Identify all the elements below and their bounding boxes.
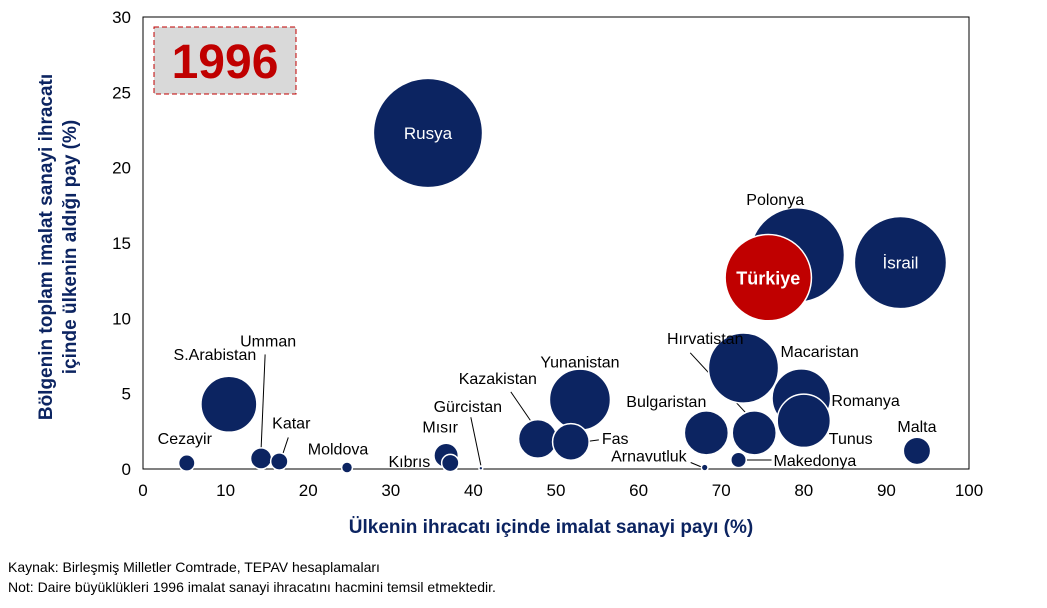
leader-line-umman xyxy=(260,354,266,449)
bubble-label-romanya: Romanya xyxy=(831,393,900,410)
bubble-label-macaristan: Macaristan xyxy=(781,344,859,361)
y-axis-title-line-1: Bölgenin toplam imalat sanayi ihracatı xyxy=(36,74,57,420)
bubble-label-bulgaristan: Bulgaristan xyxy=(626,394,706,411)
leader-line-katar xyxy=(281,437,289,456)
y-tick-label: 5 xyxy=(122,385,131,404)
x-tick-label: 40 xyxy=(464,481,483,500)
y-tick-label: 0 xyxy=(122,460,131,479)
bubble-label-kibris: Kıbrıs xyxy=(388,454,430,471)
bubble-label-hirvatistan: Hırvatistan xyxy=(667,331,743,348)
bubble-s-arabistan xyxy=(200,375,258,433)
footnote: Not: Daire büyüklükleri 1996 imalat sana… xyxy=(8,579,496,595)
x-tick-label: 60 xyxy=(629,481,648,500)
x-tick-label: 20 xyxy=(299,481,318,500)
x-tick-label: 80 xyxy=(794,481,813,500)
bubble-label-makedonya: Makedonya xyxy=(774,453,857,470)
bubble-label-polonya: Polonya xyxy=(746,192,804,209)
x-tick-label: 0 xyxy=(138,481,147,500)
bubble-rusya xyxy=(372,77,484,189)
x-tick-label: 100 xyxy=(955,481,983,500)
bubble-i-srail xyxy=(853,215,948,310)
x-tick-label: 30 xyxy=(381,481,400,500)
bubble-label-turkiye: Türkiye xyxy=(736,269,800,289)
bubble-katar xyxy=(269,452,289,471)
bubble-label-katar: Katar xyxy=(272,415,311,432)
bubble-label-moldova: Moldova xyxy=(308,441,369,458)
bubble-label-i-srail: İsrail xyxy=(882,254,918,273)
bubble-label-malta: Malta xyxy=(897,419,936,436)
bubble-label-rusya: Rusya xyxy=(404,124,453,143)
bubble-malta xyxy=(902,436,932,466)
source-note: Kaynak: Birleşmiş Milletler Comtrade, TE… xyxy=(8,559,380,575)
bubble-hirvatistan xyxy=(731,410,777,456)
bubble-label-fas: Fas xyxy=(602,431,629,448)
bubble-label-misir: Mısır xyxy=(422,419,458,436)
bubble-moldova xyxy=(340,461,354,474)
y-tick-label: 30 xyxy=(112,8,131,27)
bubble-gurcistan xyxy=(478,465,484,471)
y-tick-label: 15 xyxy=(112,234,131,253)
bubble-tunus xyxy=(776,393,832,449)
chart-title: 1996 xyxy=(172,36,279,89)
x-tick-label: 70 xyxy=(712,481,731,500)
bubble-bulgaristan xyxy=(683,410,730,456)
bubble-label-arnavutluk: Arnavutluk xyxy=(611,448,688,465)
x-tick-label: 50 xyxy=(547,481,566,500)
bubble-cezayir xyxy=(177,454,196,472)
bubble-yunanistan xyxy=(548,368,612,431)
bubble-kazakistan xyxy=(517,418,558,459)
bubble-kibris xyxy=(440,453,460,473)
bubble-arnavutluk xyxy=(700,463,709,472)
y-axis-title: Bölgenin toplam imalat sanayi ihracatı i… xyxy=(36,74,81,420)
y-tick-label: 10 xyxy=(112,309,131,328)
bubble-macaristan xyxy=(707,332,780,404)
x-axis-title: Ülkenin ihracatı içinde imalat sanayi pa… xyxy=(349,517,753,538)
bubble-makedonya xyxy=(730,451,748,469)
leader-line-gurcistan xyxy=(470,417,482,466)
bubble-fas xyxy=(551,422,590,461)
y-tick-label: 20 xyxy=(112,159,131,178)
x-tick-label: 90 xyxy=(877,481,896,500)
y-axis-title-line-2: içinde ülkenin aldığı pay (%) xyxy=(60,120,81,374)
bubble-turkiye xyxy=(724,233,813,322)
bubble-label-tunus: Tunus xyxy=(829,431,873,448)
bubble-label-s-arabistan: S.Arabistan xyxy=(174,347,257,364)
bubble-label-umman: Umman xyxy=(240,333,296,350)
bubble-umman xyxy=(249,447,273,470)
bubble-label-cezayir: Cezayir xyxy=(158,431,213,448)
bubble-label-kazakistan: Kazakistan xyxy=(459,371,537,388)
plot-frame xyxy=(142,16,970,470)
year-box xyxy=(153,26,297,95)
bubble-label-gurcistan: Gürcistan xyxy=(434,399,502,416)
y-tick-label: 25 xyxy=(112,83,131,102)
x-tick-label: 10 xyxy=(216,481,235,500)
bubble-label-yunanistan: Yunanistan xyxy=(540,355,619,372)
